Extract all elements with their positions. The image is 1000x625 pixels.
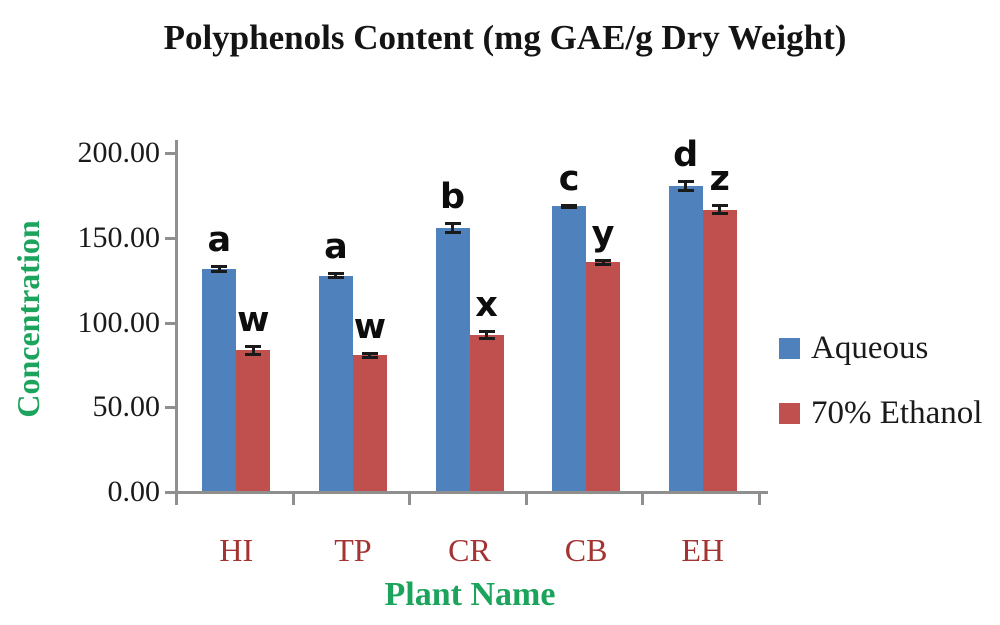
category-label: CR bbox=[448, 532, 491, 568]
legend-label: 70% Ethanol bbox=[811, 395, 983, 431]
error-bar-cap-top bbox=[211, 264, 228, 268]
error-bar-cap-top bbox=[478, 329, 495, 333]
x-tick-mark bbox=[524, 494, 528, 505]
error-bar bbox=[368, 352, 372, 358]
error-bar bbox=[718, 205, 722, 214]
significance-letter: a bbox=[324, 227, 348, 268]
y-tick-mark bbox=[165, 406, 175, 410]
y-axis-line bbox=[175, 140, 178, 494]
bar-aqueous-tp bbox=[318, 275, 353, 491]
error-bar bbox=[451, 223, 454, 234]
category-label: TP bbox=[334, 532, 372, 568]
error-bar-cap-bottom bbox=[677, 188, 694, 192]
significance-letter: y bbox=[591, 213, 615, 254]
bar-aqueous-eh bbox=[668, 185, 703, 491]
error-bar-cap-bottom bbox=[361, 355, 378, 359]
error-bar-cap-bottom bbox=[444, 231, 461, 235]
error-bar-cap-top bbox=[361, 351, 378, 355]
error-bar-cap-bottom bbox=[478, 337, 495, 341]
significance-letter: d bbox=[673, 134, 699, 175]
significance-letter: w bbox=[353, 306, 387, 347]
x-axis-line bbox=[175, 491, 768, 494]
y-tick-mark bbox=[165, 321, 175, 325]
error-bar bbox=[485, 330, 488, 340]
significance-letter: b bbox=[439, 177, 466, 218]
legend-label: Aqueous bbox=[811, 330, 929, 366]
bar-70-ethanol-cb bbox=[586, 262, 621, 491]
error-bar bbox=[684, 180, 688, 191]
bar-70-ethanol-eh bbox=[702, 209, 737, 491]
error-bar-cap-top bbox=[711, 204, 728, 208]
legend-item: Aqueous bbox=[779, 330, 982, 367]
error-bar-cap-top bbox=[561, 203, 578, 207]
legend: Aqueous 70% Ethanol bbox=[779, 330, 982, 460]
y-tick-label: 150.00 bbox=[77, 220, 161, 254]
y-tick-label: 100.00 bbox=[77, 305, 161, 339]
legend-swatch-icon bbox=[779, 338, 800, 359]
error-bar-cap-bottom bbox=[327, 276, 344, 280]
y-tick-label: 0.00 bbox=[107, 475, 161, 508]
bar-70-ethanol-tp bbox=[352, 355, 387, 491]
error-bar-cap-bottom bbox=[595, 262, 612, 266]
error-bar-cap-top bbox=[677, 179, 694, 183]
x-tick-mark bbox=[641, 494, 645, 505]
y-tick-mark bbox=[165, 491, 175, 494]
error-bar bbox=[251, 346, 255, 355]
category-label: EH bbox=[681, 532, 725, 568]
error-bar-cap-top bbox=[595, 258, 612, 262]
legend-swatch-icon bbox=[779, 403, 800, 424]
error-bar-cap-bottom bbox=[561, 205, 578, 209]
significance-letter: a bbox=[207, 219, 232, 260]
error-bar-cap-bottom bbox=[211, 270, 228, 274]
x-tick-mark bbox=[758, 494, 761, 505]
x-tick-mark bbox=[408, 494, 412, 505]
error-bar-cap-bottom bbox=[245, 352, 262, 356]
x-axis-title: Plant Name bbox=[384, 576, 556, 613]
y-tick-mark bbox=[165, 152, 175, 155]
y-tick-label: 200.00 bbox=[77, 136, 161, 169]
error-bar-cap-top bbox=[327, 272, 344, 276]
category-label: CB bbox=[564, 532, 608, 568]
x-tick-mark bbox=[175, 494, 178, 505]
significance-letter: x bbox=[475, 284, 498, 325]
bar-aqueous-cb bbox=[552, 206, 587, 491]
chart-title: Polyphenols Content (mg GAE/g Dry Weight… bbox=[163, 18, 847, 57]
x-tick-mark bbox=[291, 494, 295, 505]
significance-letter: w bbox=[237, 300, 270, 341]
bar-70-ethanol-cr bbox=[469, 335, 504, 491]
error-bar-cap-top bbox=[444, 222, 461, 226]
error-bar-cap-top bbox=[245, 345, 262, 349]
error-bar bbox=[217, 265, 221, 273]
error-bar bbox=[334, 273, 338, 279]
error-bar-cap-bottom bbox=[711, 211, 728, 215]
significance-letter: z bbox=[709, 159, 730, 200]
significance-letter: c bbox=[558, 158, 580, 199]
y-tick-mark bbox=[165, 236, 175, 240]
error-bar bbox=[601, 259, 605, 265]
bar-aqueous-hi bbox=[202, 268, 237, 491]
y-tick-label: 50.00 bbox=[92, 390, 161, 424]
bar-aqueous-cr bbox=[435, 228, 470, 491]
category-label: HI bbox=[219, 532, 254, 568]
bar-70-ethanol-hi bbox=[236, 350, 271, 491]
legend-item: 70% Ethanol bbox=[779, 395, 982, 432]
